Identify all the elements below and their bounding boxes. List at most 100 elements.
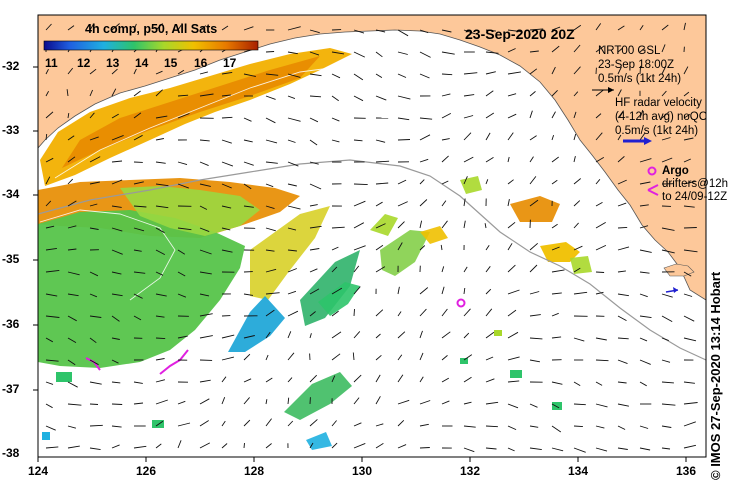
wind-vector [441, 266, 445, 273]
wind-vector [595, 113, 602, 119]
wind-vector [243, 335, 255, 339]
wind-vector [265, 139, 278, 144]
wind-vector [177, 400, 186, 405]
y-tick-label: -35 [2, 252, 20, 266]
wind-vector [441, 51, 455, 55]
wind-vector [155, 161, 166, 164]
wind-vector [287, 310, 299, 317]
wind-vector [111, 425, 122, 428]
wind-vector [89, 227, 99, 230]
wind-vector [485, 29, 496, 32]
wind-vector [463, 115, 474, 119]
wind-vector [375, 374, 381, 383]
sst-filament-1 [250, 206, 330, 300]
wind-vector [683, 421, 696, 427]
wind-vector-field [45, 22, 698, 453]
wind-vector [331, 117, 340, 122]
wind-vector [397, 117, 410, 121]
wind-vector [66, 89, 69, 97]
wind-vector [419, 179, 425, 185]
wind-vector [133, 315, 142, 321]
wind-vector [89, 447, 101, 451]
wind-vector [199, 161, 209, 167]
wind-vector [441, 29, 452, 33]
colorbar-label: 12 [77, 56, 91, 70]
wind-vector [639, 359, 651, 365]
wind-vector [243, 73, 256, 77]
wind-vector [529, 242, 538, 251]
wind-vector [485, 425, 498, 428]
wind-vector [683, 293, 693, 297]
sst-speck [56, 372, 72, 382]
wind-vector [683, 205, 695, 208]
sst-east-3 [570, 256, 592, 274]
wind-vector [573, 403, 586, 406]
wind-vector [309, 225, 322, 229]
wind-vector [551, 156, 559, 163]
wind-vector [551, 223, 558, 229]
wind-vector [419, 423, 429, 427]
wind-vector [265, 292, 280, 295]
wind-vector [551, 403, 560, 409]
wind-vector [507, 289, 520, 295]
wind-vector [507, 156, 510, 163]
wind-vector [67, 315, 77, 322]
wind-vector [617, 447, 628, 450]
wind-vector [221, 376, 227, 383]
x-tick-label: 136 [676, 464, 697, 478]
wind-vector [353, 245, 366, 251]
wind-vector [309, 374, 318, 383]
wind-vector [639, 133, 646, 141]
wind-vector [45, 157, 54, 163]
wind-vector [573, 178, 581, 185]
wind-vector [45, 176, 51, 185]
wind-vector [683, 227, 697, 229]
wind-vector [617, 246, 630, 251]
radar-legend-line3: 0.5m/s (1kt 24h) [615, 125, 699, 137]
wind-vector [89, 203, 98, 207]
sst-scatter-4 [306, 432, 332, 450]
wind-vector [353, 29, 365, 34]
wind-vector [155, 227, 165, 234]
wind-vector [111, 271, 122, 275]
wind-vector [353, 51, 365, 58]
wind-vector [683, 66, 689, 75]
wind-vector [67, 337, 77, 343]
sst-scatter-3 [370, 214, 398, 236]
wind-vector [551, 89, 558, 97]
x-tick-label: 126 [136, 464, 157, 478]
wind-vector [485, 244, 490, 251]
wind-vector [419, 308, 427, 317]
wind-vector [353, 265, 360, 273]
wind-vector [463, 72, 478, 75]
wind-vector [441, 113, 452, 119]
wind-vector [353, 286, 361, 295]
wind-vector [529, 28, 544, 31]
wind-vector [287, 51, 298, 55]
wind-vector [661, 447, 671, 450]
wind-vector [133, 445, 147, 449]
wind-vector [133, 227, 145, 232]
wind-vector [617, 89, 622, 97]
wind-vector [309, 139, 318, 146]
wind-vector [199, 398, 210, 405]
wind-vector [45, 315, 60, 318]
wind-vector [45, 403, 53, 409]
isobath-line [38, 159, 706, 361]
wind-vector [595, 23, 602, 31]
colorbar-label: 14 [135, 56, 149, 70]
wind-vector [243, 26, 254, 31]
wind-vector [463, 354, 473, 361]
wind-vector [397, 242, 403, 251]
wind-vector [221, 205, 232, 209]
wind-vector [573, 425, 583, 428]
wind-vector [199, 139, 210, 142]
wind-vector [507, 48, 516, 53]
wind-vector [133, 402, 144, 405]
wind-vector [177, 271, 186, 277]
wind-vector [133, 112, 142, 119]
wind-vector [573, 133, 577, 141]
wind-vector [243, 419, 251, 427]
wind-vector [221, 227, 231, 231]
wind-vector [177, 227, 192, 231]
